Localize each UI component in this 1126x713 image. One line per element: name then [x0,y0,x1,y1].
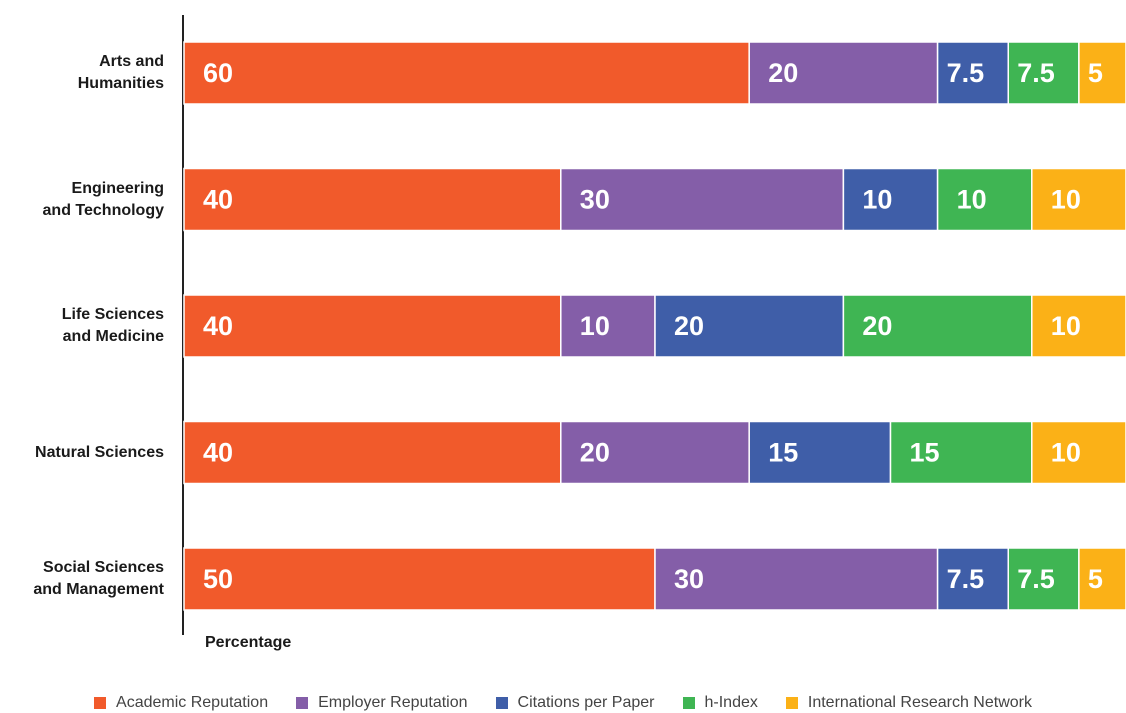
legend-item: Employer Reputation [296,694,468,712]
y-tick-label: Engineering and Technology [42,179,164,219]
bar-segment [1007,41,1080,105]
bar-segment [1031,294,1126,358]
legend-label: Academic Reputation [116,694,269,711]
value-label: 10 [1051,311,1081,341]
bar-segment [842,294,1033,358]
value-label: 7.5 [947,58,985,88]
legend-label: Citations per Paper [517,694,655,711]
value-label: 10 [957,185,987,215]
value-label: 40 [203,438,233,468]
bar-segment [183,420,562,485]
legend-item: International Research Network [785,694,1032,712]
bar-segment [183,547,656,611]
bar-segment [1031,167,1126,232]
bar-segment [560,167,845,232]
value-label: 5 [1088,58,1103,88]
bar-segment [183,294,562,358]
value-label: 7.5 [1017,564,1055,594]
x-axis-label: Percentage [205,634,292,651]
legend-swatch [296,697,309,709]
legend-label: Employer Reputation [318,694,468,711]
value-label: 40 [203,185,233,215]
value-label: 50 [203,564,233,594]
y-tick-label: Social Sciences and Management [33,559,164,598]
bar-segment [936,41,1009,105]
y-tick-label: Arts and Humanities [77,53,164,92]
y-tick-label: Natural Sciences [35,443,164,461]
value-label: 20 [768,58,798,88]
bar-segment [1078,547,1126,611]
value-label: 30 [674,564,704,594]
value-label: 20 [580,438,610,468]
value-label: 7.5 [947,564,985,594]
legend-label: h-Index [704,694,758,711]
bar-segment [1007,547,1080,611]
legend: Academic Reputation Employer Reputation Ci… [0,694,1126,712]
legend-item: Academic Reputation [94,694,268,712]
bar-segment [1031,420,1126,485]
value-label: 15 [910,438,940,468]
bar-segment [183,41,750,105]
y-tick-label: Life Sciences and Medicine [61,306,164,345]
legend-item: h-Index [682,694,758,712]
value-label: 5 [1088,564,1103,594]
legend-swatch [682,697,695,709]
chart: 60 20 7.5 7.5 5 40 30 10 10 10 40 10 20 20 10 40 20 15 15 1… [182,15,1126,635]
value-label: 10 [1051,185,1081,215]
bar-segment [748,420,892,485]
legend-swatch [785,697,798,709]
value-label: 10 [580,311,610,341]
value-label: 10 [1051,438,1081,468]
value-label: 10 [862,185,892,215]
legend-label: International Research Network [807,694,1032,711]
bar-segment [560,420,750,485]
value-label: 30 [580,185,610,215]
value-label: 60 [203,58,233,88]
legend-item: Citations per Paper [495,694,655,712]
bar-segment [1078,41,1126,105]
value-label: 20 [674,311,704,341]
value-label: 20 [862,311,892,341]
bar-segment [842,167,939,232]
value-label: 15 [768,438,798,468]
value-label: 40 [203,311,233,341]
bar-segment [654,294,845,358]
bar-segment [560,294,656,358]
legend-swatch [495,697,508,709]
bar-segment [183,167,562,232]
value-label: 7.5 [1017,58,1055,88]
legend-swatch [94,697,107,709]
